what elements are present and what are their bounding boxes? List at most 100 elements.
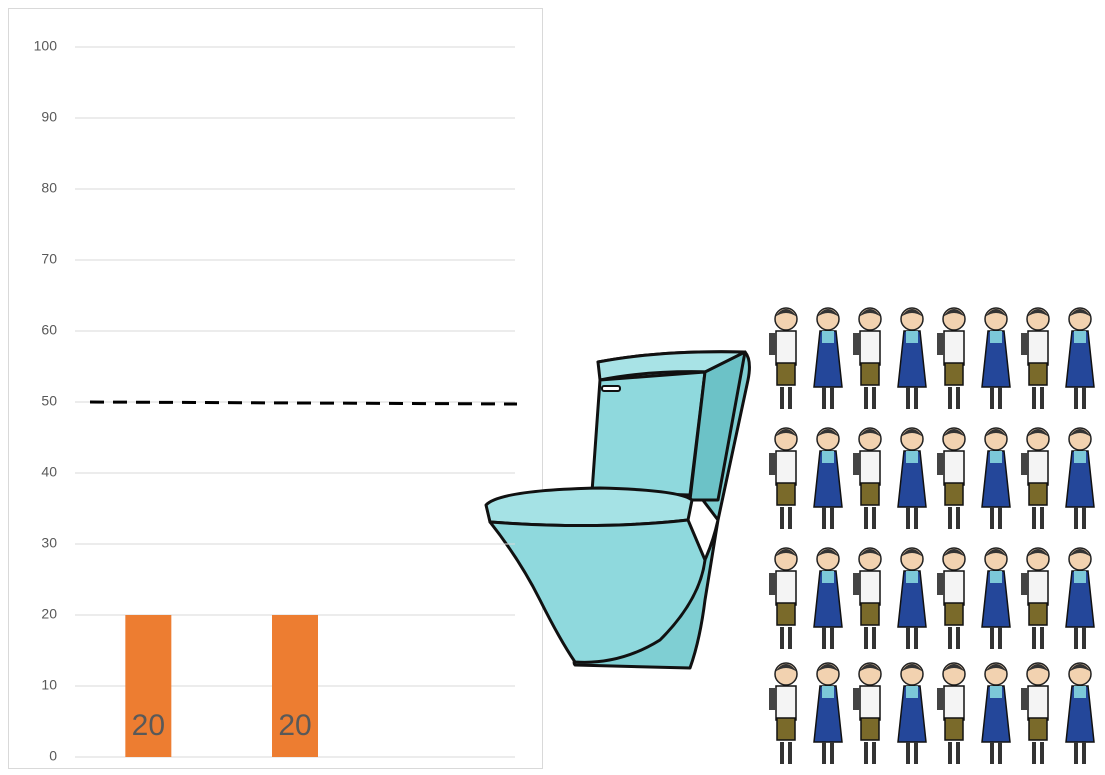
shorts — [1028, 362, 1048, 386]
y-tick-label: 100 — [34, 38, 58, 54]
hair — [943, 664, 965, 672]
y-tick-label: 70 — [41, 251, 57, 267]
shirt — [1027, 685, 1049, 721]
hair — [817, 549, 839, 557]
shirt — [859, 330, 881, 366]
shorts — [776, 602, 796, 626]
collar — [990, 686, 1002, 698]
hair — [943, 429, 965, 437]
legs — [1074, 627, 1078, 649]
legs — [788, 742, 792, 764]
hair — [1027, 664, 1049, 672]
hair — [943, 549, 965, 557]
legs — [822, 627, 826, 649]
hair — [985, 429, 1007, 437]
legs — [1032, 507, 1036, 529]
y-tick-label: 40 — [41, 464, 57, 480]
collar — [990, 451, 1002, 463]
legs — [830, 742, 834, 764]
legs — [1040, 507, 1044, 529]
y-tick-label: 60 — [41, 322, 57, 338]
bar — [272, 615, 318, 757]
backpack — [1021, 688, 1028, 710]
hair — [817, 429, 839, 437]
legs — [948, 507, 952, 529]
hair — [775, 429, 797, 437]
legs — [990, 387, 994, 409]
shirt — [943, 685, 965, 721]
legs — [1032, 742, 1036, 764]
hair — [1027, 429, 1049, 437]
hair — [859, 429, 881, 437]
shirt — [859, 570, 881, 606]
collar — [822, 571, 834, 583]
legs — [990, 627, 994, 649]
y-tick-label: 0 — [49, 748, 57, 764]
legs — [956, 742, 960, 764]
legs — [1082, 507, 1086, 529]
legs — [1032, 627, 1036, 649]
shorts — [944, 602, 964, 626]
shorts — [944, 362, 964, 386]
backpack — [937, 453, 944, 475]
hair — [1027, 309, 1049, 317]
hair — [775, 549, 797, 557]
legs — [830, 387, 834, 409]
legs — [788, 387, 792, 409]
collar — [1074, 686, 1086, 698]
shirt — [775, 330, 797, 366]
legs — [998, 627, 1002, 649]
legs — [788, 507, 792, 529]
hair — [859, 549, 881, 557]
hair — [901, 664, 923, 672]
legs — [1074, 742, 1078, 764]
shirt — [1027, 330, 1049, 366]
hair — [1027, 549, 1049, 557]
legs — [1074, 507, 1078, 529]
shorts — [944, 717, 964, 741]
hair — [1069, 309, 1091, 317]
hair — [859, 664, 881, 672]
collar — [1074, 331, 1086, 343]
hair — [1069, 549, 1091, 557]
backpack — [937, 333, 944, 355]
backpack — [853, 333, 860, 355]
legs — [830, 507, 834, 529]
hair — [985, 664, 1007, 672]
shirt — [859, 685, 881, 721]
y-tick-label: 50 — [41, 393, 57, 409]
hair — [901, 429, 923, 437]
legs — [864, 742, 868, 764]
backpack — [937, 573, 944, 595]
bar — [125, 615, 172, 757]
data-label: 20 — [278, 709, 311, 742]
backpack — [937, 688, 944, 710]
legs — [906, 742, 910, 764]
hair — [775, 664, 797, 672]
hair — [775, 309, 797, 317]
backpack — [769, 333, 776, 355]
hair — [985, 549, 1007, 557]
legs — [788, 627, 792, 649]
backpack — [769, 573, 776, 595]
backpack — [853, 453, 860, 475]
shorts — [1028, 482, 1048, 506]
legs — [906, 627, 910, 649]
hair — [1069, 429, 1091, 437]
shorts — [944, 482, 964, 506]
legs — [998, 507, 1002, 529]
collar — [1074, 451, 1086, 463]
legs — [998, 387, 1002, 409]
collar — [990, 331, 1002, 343]
backpack — [769, 688, 776, 710]
shorts — [1028, 717, 1048, 741]
collar — [822, 451, 834, 463]
legs — [998, 742, 1002, 764]
legs — [1082, 627, 1086, 649]
shorts — [776, 362, 796, 386]
legs — [914, 742, 918, 764]
hair — [859, 309, 881, 317]
legs — [1082, 742, 1086, 764]
legs — [822, 387, 826, 409]
